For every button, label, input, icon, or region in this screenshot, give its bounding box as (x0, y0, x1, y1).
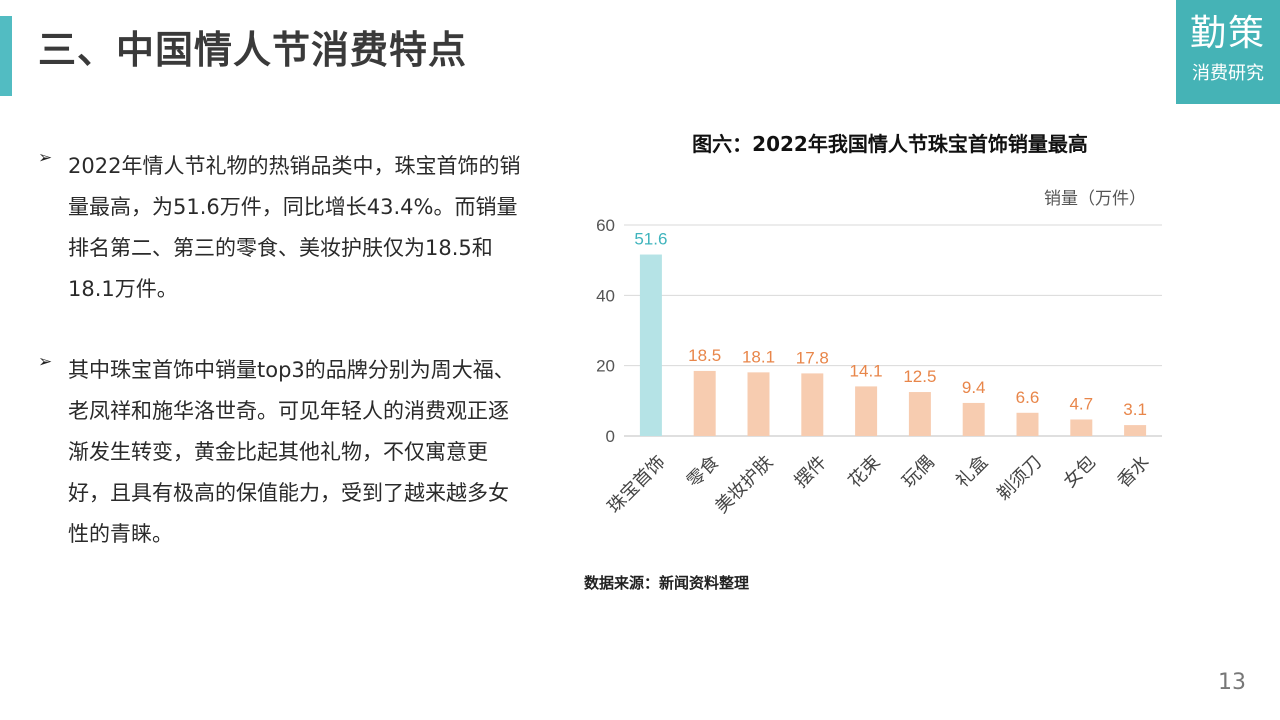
y-tick-label: 60 (596, 216, 615, 235)
data-source-note: 数据来源：新闻资料整理 (584, 574, 750, 592)
chart-title: 图六：2022年我国情人节珠宝首饰销量最高 (692, 132, 1088, 156)
data-label: 3.1 (1123, 400, 1147, 419)
bar (1070, 419, 1093, 436)
arrow-bullet-icon: ➢ (38, 148, 53, 168)
data-label: 9.4 (962, 378, 986, 397)
page-number: 13 (1218, 670, 1246, 695)
category-label: 礼盒 (952, 452, 992, 492)
logo-sub-text: 消费研究 (1192, 63, 1264, 84)
bar (908, 392, 931, 436)
slide-title: 三、中国情人节消费特点 (38, 28, 468, 72)
bullet-text: 其中珠宝首饰中销量top3的品牌分别为周大福、老凤祥和施华洛世奇。可见年轻人的消… (68, 358, 515, 546)
brand-logo: 勤策 消费研究 (1176, 0, 1280, 104)
category-label: 剃须刀 (993, 452, 1046, 505)
category-label: 零食 (683, 452, 723, 492)
category-label: 花束 (844, 452, 884, 492)
data-label: 51.6 (634, 230, 667, 249)
logo-main-text: 勤策 (1189, 13, 1266, 54)
title-accent-bar (0, 16, 12, 96)
category-label: 女包 (1060, 452, 1100, 492)
y-tick-label: 20 (596, 357, 615, 376)
bar (639, 254, 662, 436)
data-label: 17.8 (796, 348, 829, 367)
bar (1016, 412, 1039, 436)
y-tick-label: 40 (596, 286, 615, 305)
category-label: 美妆护肤 (711, 452, 777, 518)
bullet-point-1: ➢ 2022年情人节礼物的热销品类中，珠宝首饰的销量最高，为51.6万件，同比增… (38, 146, 528, 310)
data-label: 4.7 (1069, 394, 1093, 413)
data-label: 12.5 (903, 367, 936, 386)
chart-unit-label: 销量（万件） (1044, 189, 1146, 209)
bar (801, 373, 824, 436)
category-label: 摆件 (791, 452, 831, 492)
data-label: 18.1 (742, 347, 775, 366)
bar (855, 386, 878, 436)
bar (1124, 425, 1147, 436)
bullet-text: 2022年情人节礼物的热销品类中，珠宝首饰的销量最高，为51.6万件，同比增长4… (68, 154, 521, 301)
data-label: 6.6 (1016, 388, 1040, 407)
data-label: 18.5 (688, 346, 721, 365)
category-label: 珠宝首饰 (604, 452, 670, 518)
bar (747, 372, 770, 436)
bullet-point-2: ➢ 其中珠宝首饰中销量top3的品牌分别为周大福、老凤祥和施华洛世奇。可见年轻人… (38, 350, 528, 555)
category-label: 香水 (1113, 452, 1153, 492)
category-label: 玩偶 (898, 452, 938, 492)
data-label: 14.1 (850, 361, 883, 380)
bar (693, 370, 716, 436)
bar (962, 402, 985, 436)
arrow-bullet-icon: ➢ (38, 352, 53, 372)
y-tick-label: 0 (606, 427, 615, 446)
